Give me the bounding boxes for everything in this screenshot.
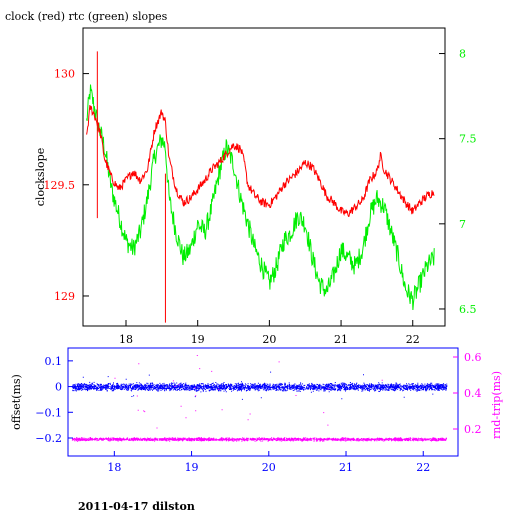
y-tick-label: −0.2 <box>35 432 62 445</box>
y2-tick-label: 8 <box>459 48 466 61</box>
x-tick-label: 22 <box>416 461 430 474</box>
top-left-y-axis: 129 129.5 130 <box>44 68 89 303</box>
y-tick-label: 129.5 <box>44 179 76 192</box>
x-tick-label: 19 <box>185 461 199 474</box>
bottom-left-y-axis: −0.2 −0.1 0 0.1 <box>35 355 73 445</box>
top-x-axis: 18 19 20 21 22 <box>119 320 420 346</box>
x-tick-label: 22 <box>406 333 420 346</box>
x-tick-label: 18 <box>119 333 133 346</box>
bottom-right-y-axis: 0.2 0.4 0.6 <box>453 351 482 436</box>
top-y-axis-label: clockslope <box>34 148 47 206</box>
series-outliers-rnd-trip <box>114 355 383 429</box>
y2-tick-label: 0.6 <box>464 351 482 364</box>
bottom-plot-frame <box>67 347 459 457</box>
y-tick-label: 0.1 <box>45 355 63 368</box>
x-tick-label: 18 <box>107 461 121 474</box>
y-tick-label: −0.1 <box>35 406 62 419</box>
y-tick-label: 0 <box>55 381 62 394</box>
series-line-clock <box>86 104 435 217</box>
top-panel: clock (red) rtc (green) slopes 18 19 20 21 2… <box>5 10 477 346</box>
y2-tick-label: 6.5 <box>459 303 477 316</box>
top-right-y-axis: 6.5 7 7.5 8 <box>439 48 477 316</box>
y-tick-label: 129 <box>54 290 75 303</box>
y-tick-label: 130 <box>54 68 75 81</box>
top-chart-title: clock (red) rtc (green) slopes <box>5 10 168 23</box>
series-points-rnd-trip <box>71 437 448 442</box>
y2-tick-label: 0.2 <box>464 423 482 436</box>
footer-caption: 2011-04-17 dilston <box>78 500 195 512</box>
series-points-offset <box>71 381 448 393</box>
x-tick-label: 21 <box>334 333 348 346</box>
bottom-y2-axis-label: rnd-trip(ms) <box>490 371 503 439</box>
x-tick-label: 21 <box>339 461 353 474</box>
y2-tick-label: 7.5 <box>459 133 477 146</box>
x-tick-label: 20 <box>262 461 276 474</box>
top-plot-frame <box>82 27 446 327</box>
y2-tick-label: 0.4 <box>464 387 482 400</box>
top-plot-area <box>86 51 435 323</box>
bottom-panel: 18 19 20 21 22 −0.2 −0.1 0 0.1 0.2 0.4 0.6 offset… <box>10 347 503 474</box>
bottom-plot-area <box>71 355 448 442</box>
bottom-x-axis: 18 19 20 21 22 <box>107 451 430 474</box>
series-line-rtc <box>86 84 435 311</box>
x-tick-label: 20 <box>262 333 276 346</box>
x-tick-label: 19 <box>191 333 205 346</box>
y2-tick-label: 7 <box>459 218 466 231</box>
bottom-y-axis-label: offset(ms) <box>10 374 23 430</box>
